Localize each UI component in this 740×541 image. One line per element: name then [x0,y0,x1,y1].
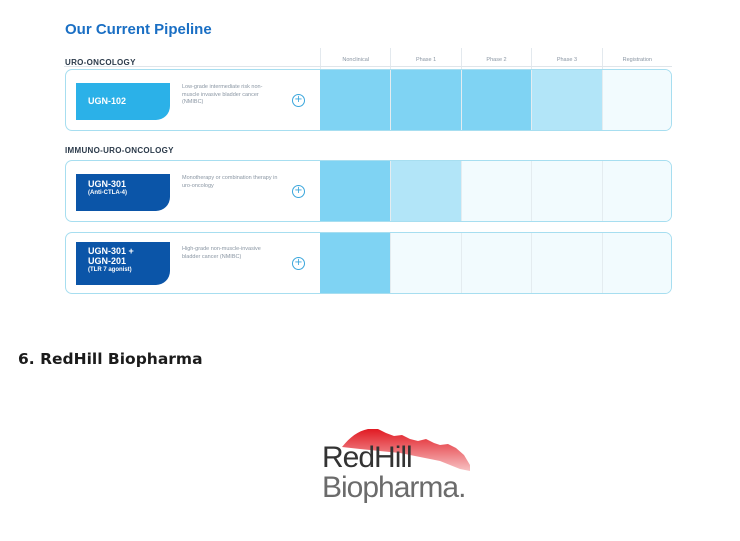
progress-track [320,161,671,221]
phase-gridline [531,161,533,221]
drug-subtitle: (TLR 7 agonist) [88,267,132,273]
drug-description: High-grade non-muscle-invasive bladder c… [182,246,261,260]
phase-gridline [601,70,603,130]
phase-segment-4 [531,161,602,221]
redhill-logo: RedHill Biopharma. [320,425,480,510]
phase-segment-1 [320,233,391,293]
phase-segment-2 [390,161,461,221]
pipeline-row-ugn-102: UGN-102 Low-grade intermediate risk non-… [65,69,672,131]
drug-badge: UGN-301 + UGN-201 (TLR 7 agonist) [76,242,170,285]
phase-header-phase-3: Phase 3 [531,48,601,70]
phase-gridline [531,70,533,130]
phase-segment-5 [601,233,671,293]
phase-gridline [601,233,603,293]
progress-track [320,233,671,293]
drug-badge: UGN-102 [76,83,170,120]
logo-text-redhill: RedHill [322,441,413,474]
phase-segment-3 [460,233,532,293]
drug-name: UGN-301 [88,179,127,189]
phase-segment-2 [390,233,461,293]
expand-plus-icon[interactable]: + [292,257,305,270]
pipeline-title: Our Current Pipeline [65,21,212,38]
phase-segment-3 [460,70,532,130]
phase-segment-5 [601,70,671,130]
phase-header-nonclinical: Nonclinical [320,48,390,70]
phase-segment-4 [531,70,602,130]
phase-header-phase-2: Phase 2 [460,48,531,70]
progress-track [320,70,671,130]
section-label-immuno-uro-oncology: IMMUNO-URO-ONCOLOGY [65,146,174,155]
phase-segment-4 [531,233,602,293]
phase-segment-1 [320,161,391,221]
pipeline-row-ugn-301-ugn-201: UGN-301 + UGN-201 (TLR 7 agonist) High-g… [65,232,672,294]
phase-gridline [460,70,462,130]
phase-header-registration: Registration [601,48,672,70]
expand-plus-icon[interactable]: + [292,94,305,107]
section-label-uro-oncology: URO-ONCOLOGY [65,58,136,67]
logo-text-biopharma: Biopharma. [322,471,466,504]
phase-gridline [531,233,533,293]
phase-segment-3 [460,161,532,221]
phase-gridline [460,161,462,221]
phase-segment-2 [390,70,461,130]
drug-badge: UGN-301 (Anti-CTLA-4) [76,174,170,211]
phase-header-phase-1: Phase 1 [390,48,460,70]
phase-gridline [601,161,603,221]
phase-segment-5 [601,161,671,221]
header-divider [64,66,672,67]
expand-plus-icon[interactable]: + [292,185,305,198]
drug-description: Low-grade intermediate risk non-muscle i… [182,84,263,105]
section-heading-redhill: 6. RedHill Biopharma [18,350,203,368]
phase-gridline [460,233,462,293]
drug-name-line-1: UGN-301 + [88,246,134,256]
drug-subtitle: (Anti-CTLA-4) [88,190,127,196]
phase-gridline [390,233,392,293]
drug-description: Monotherapy or combination therapy in ur… [182,175,278,189]
red-hill-mountain-icon [342,429,470,471]
pipeline-row-ugn-301: UGN-301 (Anti-CTLA-4) Monotherapy or com… [65,160,672,222]
phase-segment-1 [320,70,391,130]
phase-gridline [390,70,392,130]
phase-header-row: Nonclinical Phase 1 Phase 2 Phase 3 Regi… [320,48,672,70]
drug-name-line-2: UGN-201 [88,256,127,266]
drug-name: UGN-102 [88,96,127,106]
phase-gridline [390,161,392,221]
